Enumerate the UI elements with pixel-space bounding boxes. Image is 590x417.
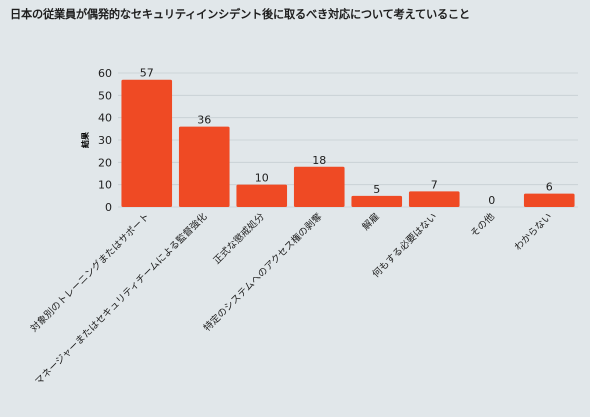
data-label: 6 [546, 181, 553, 194]
bars [121, 79, 575, 207]
y-tick-label: 40 [98, 112, 112, 125]
bar [236, 184, 288, 207]
y-tick-label: 10 [98, 179, 112, 192]
x-axis-labels: 対象別のトレーニングまたはサポートマネージャーまたはセキュリティチームによる監督… [28, 210, 554, 387]
y-tick-label: 30 [98, 134, 112, 147]
bar [121, 79, 173, 207]
x-tick-label: わからない [513, 211, 555, 253]
x-tick-label: その他 [468, 210, 497, 239]
bar [293, 166, 345, 207]
y-tick-label: 20 [98, 156, 112, 169]
bar [523, 193, 575, 207]
x-tick-label: 解雇 [360, 211, 382, 233]
bar [408, 191, 460, 207]
y-axis-label: 結果 [80, 132, 90, 148]
y-tick-label: 0 [105, 201, 112, 214]
y-axis-ticks: 0 10 20 30 40 50 60 [98, 67, 112, 214]
x-tick-label: 正式な懲戒処分 [211, 210, 267, 266]
y-tick-label: 60 [98, 67, 112, 80]
bar [351, 195, 403, 207]
data-label: 5 [373, 183, 380, 196]
x-tick-label: 特定のシステムへのアクセス権の剥奪 [201, 210, 325, 334]
gridlines [118, 72, 578, 208]
data-label: 36 [197, 114, 211, 127]
data-label: 57 [140, 67, 154, 80]
data-label: 18 [312, 154, 326, 167]
x-tick-label: 何もする必要はない [370, 211, 440, 281]
x-tick-label: 対象別のトレーニングまたはサポート [28, 211, 152, 335]
chart-title: 日本の従業員が偶発的なセキュリティインシデント後に取るべき対応について考えている… [10, 8, 470, 21]
data-label: 10 [255, 172, 269, 185]
y-tick-label: 50 [98, 89, 112, 102]
data-label: 7 [431, 178, 438, 191]
bar [178, 126, 230, 207]
data-label: 0 [488, 194, 495, 207]
